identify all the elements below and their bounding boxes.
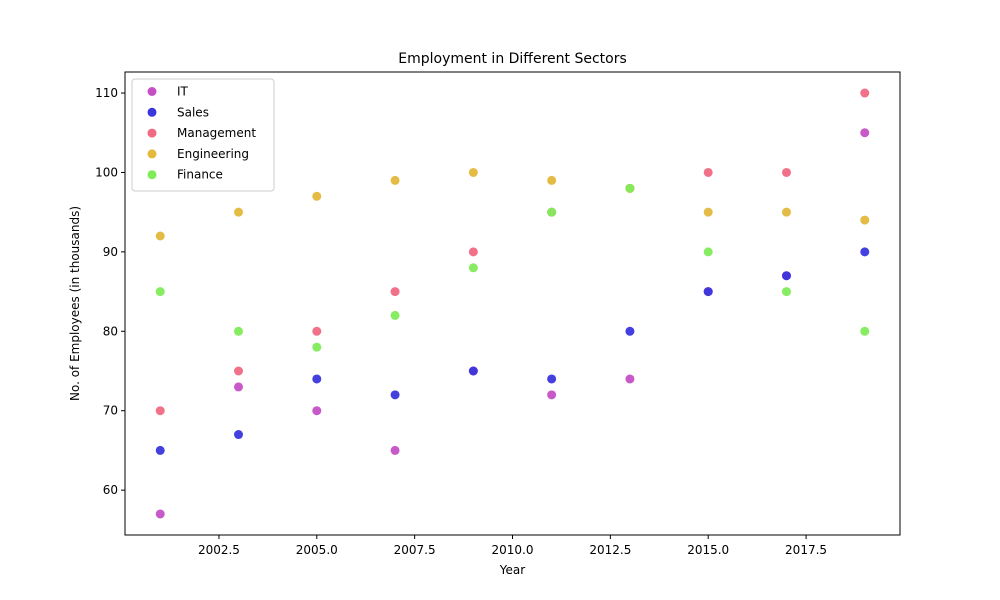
chart-title: Employment in Different Sectors bbox=[398, 51, 627, 67]
data-point-sales bbox=[547, 374, 557, 384]
data-point-finance bbox=[547, 207, 557, 217]
x-axis: 2002.5 2005.0 2007.5 2010.0 2012.5 2015.0 2017… bbox=[198, 535, 827, 557]
data-point-management bbox=[312, 326, 322, 336]
data-point-management bbox=[234, 366, 244, 376]
data-point-finance bbox=[155, 287, 165, 297]
data-point-it bbox=[312, 406, 322, 416]
legend-label-engineering: Engineering bbox=[177, 147, 249, 161]
legend-label-management: Management bbox=[177, 126, 256, 140]
x-tick-label: 2015.0 bbox=[687, 543, 729, 557]
legend-frame bbox=[131, 78, 275, 192]
data-point-sales bbox=[703, 287, 713, 297]
data-points bbox=[155, 88, 870, 519]
data-point-sales bbox=[468, 366, 478, 376]
data-point-sales bbox=[390, 390, 400, 400]
data-point-sales bbox=[625, 326, 635, 336]
data-point-it bbox=[390, 445, 400, 455]
data-point-finance bbox=[468, 263, 478, 273]
legend-label-finance: Finance bbox=[177, 168, 223, 182]
legend-marker-finance bbox=[147, 170, 157, 180]
data-point-engineering bbox=[468, 167, 478, 177]
y-tick-label: 90 bbox=[103, 245, 118, 259]
y-axis: 60 70 80 90 100 110 bbox=[95, 86, 125, 497]
x-tick-label: 2005.0 bbox=[296, 543, 338, 557]
legend-label-sales: Sales bbox=[177, 105, 209, 119]
data-point-management bbox=[703, 167, 713, 177]
y-tick-label: 80 bbox=[103, 324, 118, 338]
data-point-engineering bbox=[234, 207, 244, 217]
data-point-engineering bbox=[547, 175, 557, 185]
data-point-finance bbox=[703, 247, 713, 257]
x-tick-label: 2017.5 bbox=[785, 543, 827, 557]
legend-marker-sales bbox=[147, 107, 157, 117]
data-point-finance bbox=[312, 342, 322, 352]
data-point-management bbox=[155, 406, 165, 416]
data-point-engineering bbox=[860, 215, 870, 225]
data-point-it bbox=[234, 382, 244, 392]
data-point-sales bbox=[234, 430, 244, 440]
data-point-sales bbox=[781, 271, 791, 281]
data-point-engineering bbox=[390, 175, 400, 185]
data-point-finance bbox=[860, 326, 870, 336]
legend-label-it: IT bbox=[177, 85, 189, 99]
data-point-finance bbox=[234, 326, 244, 336]
data-point-engineering bbox=[155, 231, 165, 241]
x-tick-label: 2012.5 bbox=[589, 543, 631, 557]
data-point-it bbox=[860, 128, 870, 138]
y-tick-label: 100 bbox=[95, 165, 118, 179]
data-point-management bbox=[390, 287, 400, 297]
data-point-engineering bbox=[781, 207, 791, 217]
data-point-engineering bbox=[312, 191, 322, 201]
x-tick-label: 2007.5 bbox=[394, 543, 436, 557]
data-point-engineering bbox=[703, 207, 713, 217]
data-point-management bbox=[781, 167, 791, 177]
y-tick-label: 60 bbox=[103, 483, 118, 497]
legend: IT Sales Management Engineering Finance bbox=[131, 78, 275, 192]
y-tick-label: 70 bbox=[103, 404, 118, 418]
x-tick-label: 2010.0 bbox=[492, 543, 534, 557]
data-point-finance bbox=[390, 310, 400, 320]
legend-marker-engineering bbox=[147, 149, 157, 159]
data-point-it bbox=[155, 509, 165, 519]
data-point-management bbox=[468, 247, 478, 257]
data-point-sales bbox=[860, 247, 870, 257]
data-point-management bbox=[860, 88, 870, 98]
data-point-it bbox=[547, 390, 557, 400]
x-tick-label: 2002.5 bbox=[198, 543, 240, 557]
y-axis-label: No. of Employees (in thousands) bbox=[68, 206, 82, 401]
legend-marker-management bbox=[147, 128, 157, 138]
data-point-finance bbox=[781, 287, 791, 297]
data-point-sales bbox=[312, 374, 322, 384]
x-axis-label: Year bbox=[499, 563, 525, 577]
data-point-finance bbox=[625, 183, 635, 193]
y-tick-label: 110 bbox=[95, 86, 118, 100]
legend-marker-it bbox=[147, 87, 157, 96]
data-point-sales bbox=[155, 445, 165, 455]
data-point-it bbox=[625, 374, 635, 384]
